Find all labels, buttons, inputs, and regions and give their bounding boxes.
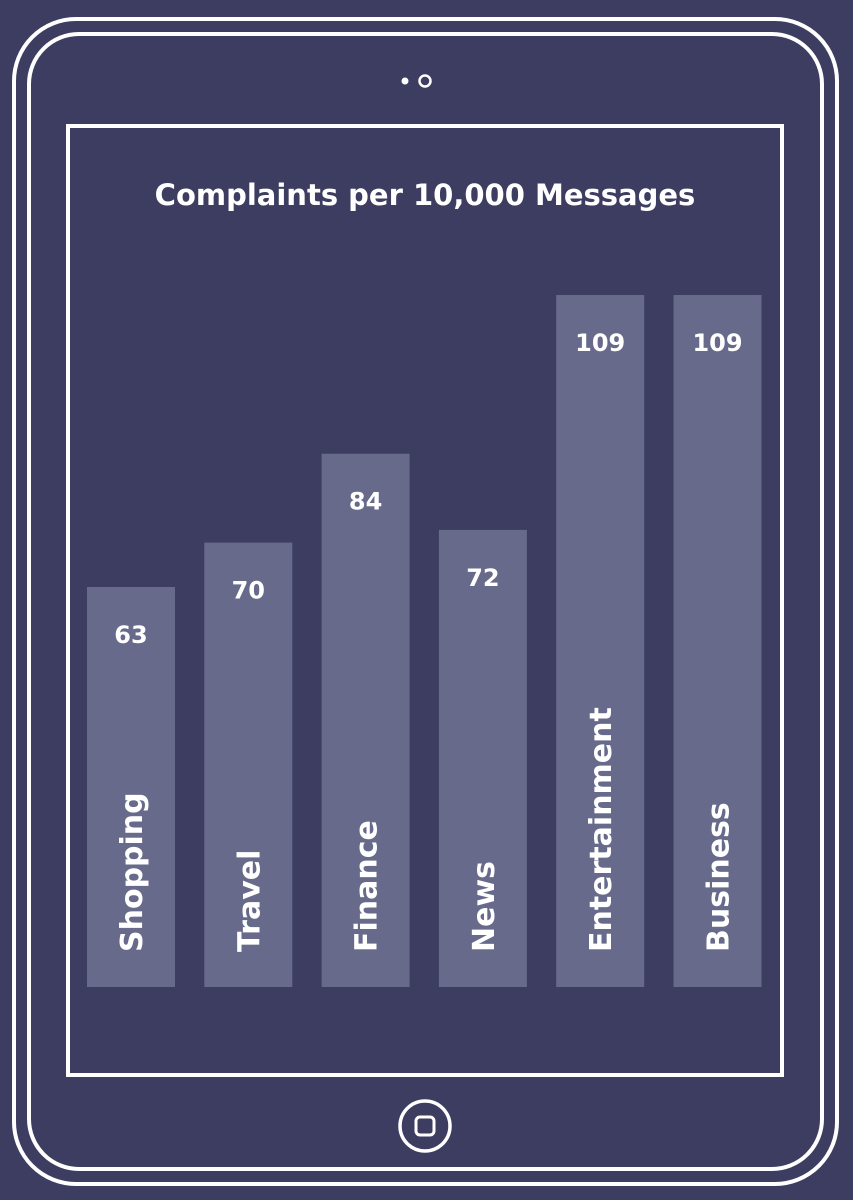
category-label-shopping: Shopping <box>115 792 150 952</box>
category-label-entertainment: Entertainment <box>584 707 619 952</box>
value-label-travel: 70 <box>232 577 265 605</box>
value-label-shopping: 63 <box>114 621 147 649</box>
bar-finance <box>321 453 410 987</box>
bar-business <box>673 295 762 987</box>
bar-travel <box>204 542 293 987</box>
chart-title: Complaints per 10,000 Messages <box>155 178 696 212</box>
device-screen <box>66 124 784 1077</box>
category-label-news: News <box>467 861 502 952</box>
camera-dots-icon <box>401 74 432 88</box>
bar-shopping <box>87 587 175 987</box>
category-label-finance: Finance <box>350 820 385 952</box>
value-label-entertainment: 109 <box>575 329 625 357</box>
value-label-finance: 84 <box>349 488 382 516</box>
bar-news <box>438 529 527 987</box>
value-label-news: 72 <box>466 564 499 592</box>
bar-series: 63 Shopping 70 Travel 84 Finance 72 News 109 Ente… <box>87 295 762 987</box>
category-label-business: Business <box>702 802 737 952</box>
bar-entertainment <box>556 295 645 987</box>
home-button-icon[interactable] <box>398 1099 452 1153</box>
value-label-business: 109 <box>692 329 742 357</box>
device-outer-frame <box>12 17 839 1186</box>
category-label-travel: Travel <box>232 850 267 952</box>
device-inner-frame <box>27 32 824 1171</box>
